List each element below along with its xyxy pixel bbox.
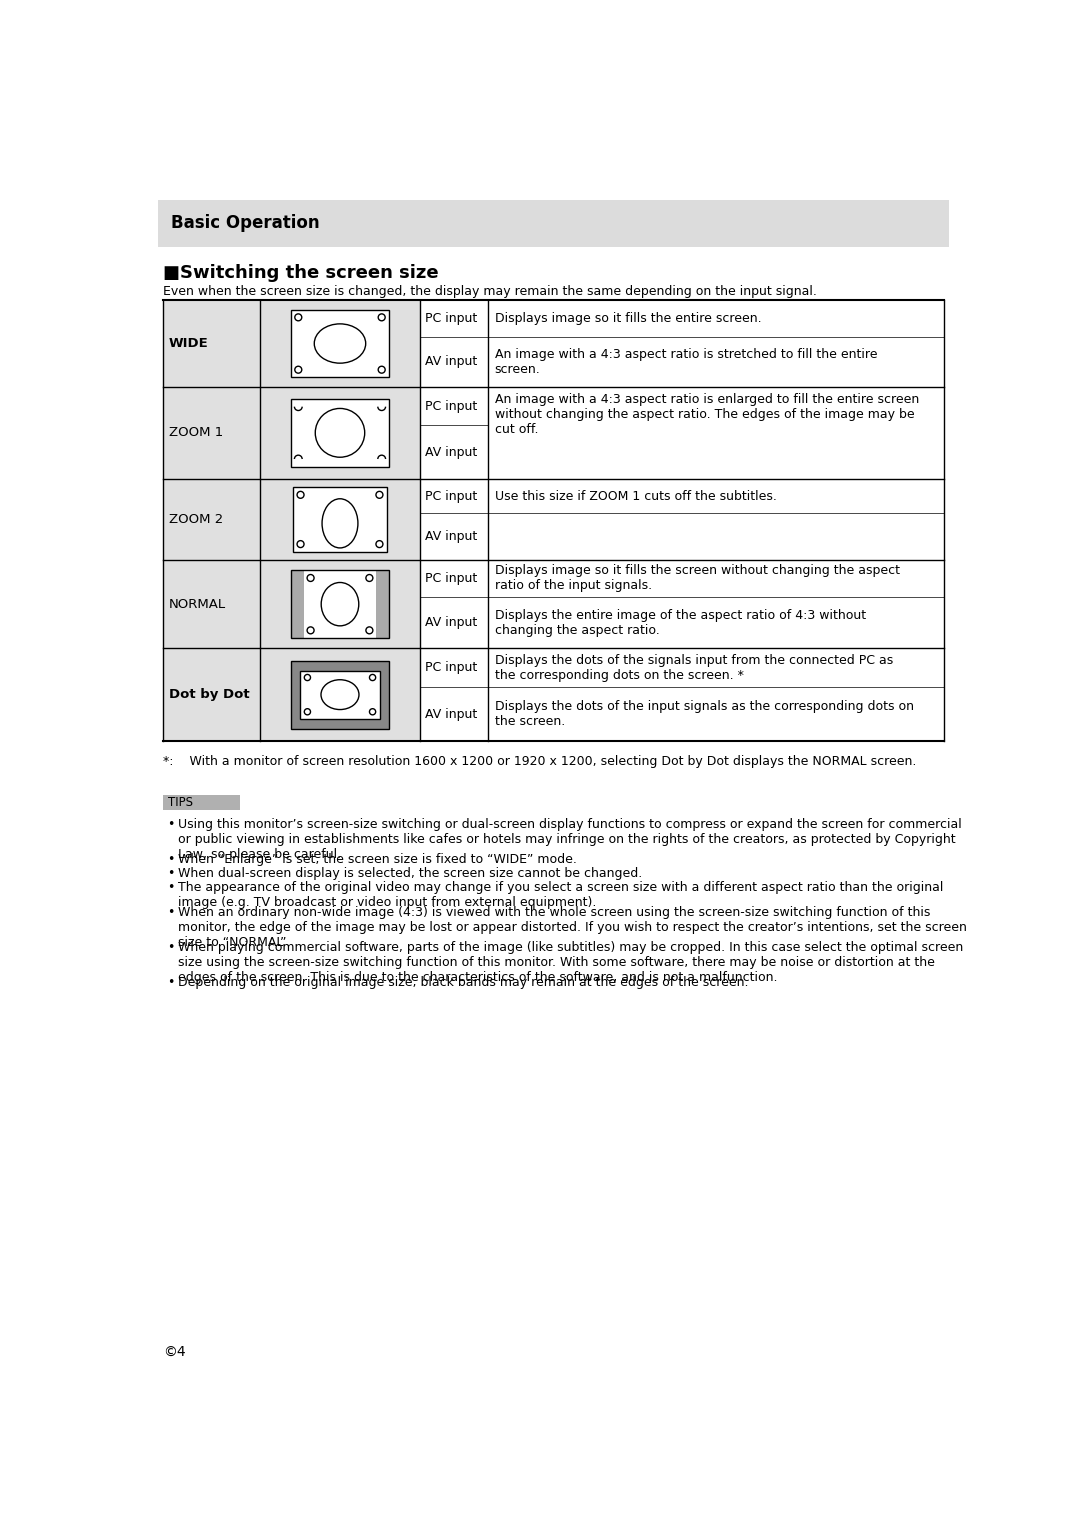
Text: *:    With a monitor of screen resolution 1600 x 1200 or 1920 x 1200, selecting : *: With a monitor of screen resolution 1… [163,755,916,767]
Bar [260,301,420,387]
Text: An image with a 4:3 aspect ratio is stretched to fill the entire
screen.: An image with a 4:3 aspect ratio is stre… [495,348,877,376]
Bar [376,570,390,639]
Text: •: • [167,976,175,989]
Text: PC input: PC input [424,399,477,413]
Text: An image with a 4:3 aspect ratio is enlarged to fill the entire screen
without c: An image with a 4:3 aspect ratio is enla… [495,393,919,435]
Ellipse shape [321,582,359,626]
Text: Displays image so it fills the entire screen.: Displays image so it fills the entire sc… [495,312,761,325]
Text: Displays the dots of the input signals as the corresponding dots on
the screen.: Displays the dots of the input signals a… [495,700,914,727]
Bar [163,559,260,648]
Text: PC input: PC input [424,662,477,674]
Ellipse shape [322,498,357,549]
Text: Displays image so it fills the screen without changing the aspect
ratio of the i: Displays image so it fills the screen wi… [495,564,900,593]
Text: WIDE: WIDE [170,338,208,350]
Text: When playing commercial software, parts of the image (like subtitles) may be cro: When playing commercial software, parts … [178,941,963,984]
Bar [260,648,420,741]
Ellipse shape [314,324,366,364]
Text: When an ordinary non-wide image (4:3) is viewed with the whole screen using the : When an ordinary non-wide image (4:3) is… [178,906,968,949]
Text: •: • [167,906,175,918]
Text: PC input: PC input [424,489,477,503]
Ellipse shape [321,680,359,709]
Text: Displays the dots of the signals input from the connected PC as
the correspondin: Displays the dots of the signals input f… [495,654,893,681]
Text: ©4: ©4 [163,1345,186,1358]
Text: ZOOM 1: ZOOM 1 [170,426,224,440]
Text: PC input: PC input [424,312,477,325]
Text: •: • [167,817,175,831]
Text: AV input: AV input [424,530,477,542]
Text: AV input: AV input [424,446,477,458]
Bar [291,310,390,377]
Text: •: • [167,941,175,953]
Bar [291,660,390,729]
Bar [159,200,948,246]
Text: AV input: AV input [424,354,477,368]
Bar [291,570,390,639]
Text: NORMAL: NORMAL [170,597,226,611]
Text: ■Switching the screen size: ■Switching the screen size [163,264,438,283]
Bar [163,648,260,741]
Text: When dual-screen display is selected, the screen size cannot be changed.: When dual-screen display is selected, th… [178,866,643,880]
Text: The appearance of the original video may change if you select a screen size with: The appearance of the original video may… [178,882,944,909]
Text: Depending on the original image size, black bands may remain at the edges of the: Depending on the original image size, bl… [178,976,748,989]
Text: Displays the entire image of the aspect ratio of 4:3 without
changing the aspect: Displays the entire image of the aspect … [495,608,866,637]
Text: AV input: AV input [424,616,477,630]
Bar [163,301,260,387]
Bar [293,487,388,552]
Text: Dot by Dot: Dot by Dot [170,688,249,701]
Bar [300,671,379,718]
Text: Basic Operation: Basic Operation [171,214,320,232]
Bar [260,559,420,648]
Ellipse shape [315,408,365,457]
Text: PC input: PC input [424,571,477,585]
Text: ZOOM 2: ZOOM 2 [170,513,224,526]
Text: TIPS: TIPS [167,796,192,808]
Bar [291,570,305,639]
Text: •: • [167,882,175,894]
Text: Using this monitor’s screen-size switching or dual-screen display functions to c: Using this monitor’s screen-size switchi… [178,817,962,860]
Text: Use this size if ZOOM 1 cuts off the subtitles.: Use this size if ZOOM 1 cuts off the sub… [495,489,777,503]
Text: •: • [167,853,175,866]
Bar [260,480,420,559]
Bar [291,399,390,466]
Bar [163,480,260,559]
Bar [163,795,241,810]
Text: When “Enlarge” is set, the screen size is fixed to “WIDE” mode.: When “Enlarge” is set, the screen size i… [178,853,578,866]
Text: Even when the screen size is changed, the display may remain the same depending : Even when the screen size is changed, th… [163,286,816,298]
Text: AV input: AV input [424,707,477,721]
Bar [291,570,390,639]
Bar [260,387,420,480]
Text: •: • [167,866,175,880]
Bar [163,387,260,480]
